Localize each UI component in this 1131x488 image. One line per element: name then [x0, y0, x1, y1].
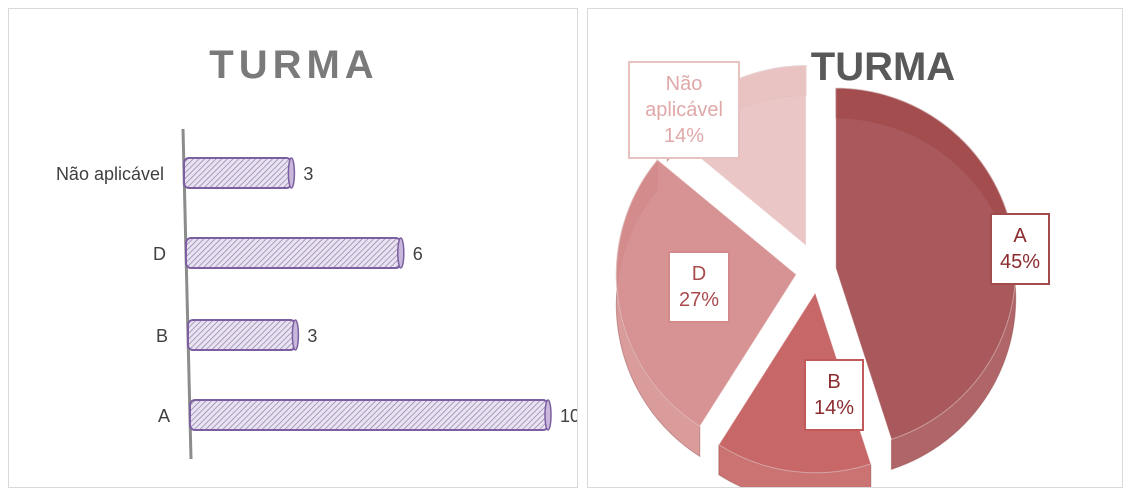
- bar-end-cap: [544, 399, 552, 431]
- pie-slice-label: Não aplicável 14%: [628, 61, 740, 159]
- bar-category-label: Não aplicável: [56, 164, 164, 184]
- bar-value-label: 10: [560, 406, 577, 426]
- bar-mark: [187, 319, 297, 351]
- bar-chart-title: TURMA: [209, 43, 379, 87]
- pie-slice-name: Não aplicável: [645, 73, 723, 121]
- bar-value-label: 6: [413, 244, 423, 264]
- bar-mark: [183, 157, 293, 189]
- bar-end-cap: [287, 157, 296, 189]
- bar-chart-panel: TURMA Não aplicável 3 D 6 B 3 A 10: [8, 8, 578, 488]
- bar-chart: Não aplicável 3 D 6 B 3 A 10: [56, 128, 577, 460]
- pie-slice-name: A: [1013, 225, 1027, 247]
- pie-slice-percent: 14%: [813, 397, 855, 419]
- bar-category-label: B: [156, 326, 168, 346]
- pie-slice-side: [718, 443, 872, 487]
- pie-slice-label: D 27%: [668, 251, 730, 323]
- bar-mark: [185, 237, 402, 269]
- bar-mark: [189, 399, 549, 431]
- pie-slice-name: D: [691, 263, 707, 285]
- pie-slice-percent: 27%: [678, 289, 720, 311]
- bar-value-label: 3: [303, 164, 313, 184]
- pie-chart-panel: TURMA A 45% B 14% D 27% Não aplicável 14%: [587, 8, 1123, 488]
- bar-category-label: D: [153, 244, 166, 264]
- pie-chart-title: TURMA: [810, 45, 956, 89]
- pie-slice-percent: 14%: [663, 125, 705, 147]
- bar-category-label: A: [158, 406, 170, 426]
- pie-slice-label: A 45%: [990, 213, 1050, 285]
- pie-slice-label: B 14%: [804, 359, 864, 431]
- bar-end-cap: [397, 237, 405, 269]
- pie-slice-name: B: [827, 371, 841, 393]
- pie-slice-percent: 45%: [999, 251, 1041, 273]
- bar-end-cap: [291, 319, 300, 351]
- bar-value-label: 3: [307, 326, 317, 346]
